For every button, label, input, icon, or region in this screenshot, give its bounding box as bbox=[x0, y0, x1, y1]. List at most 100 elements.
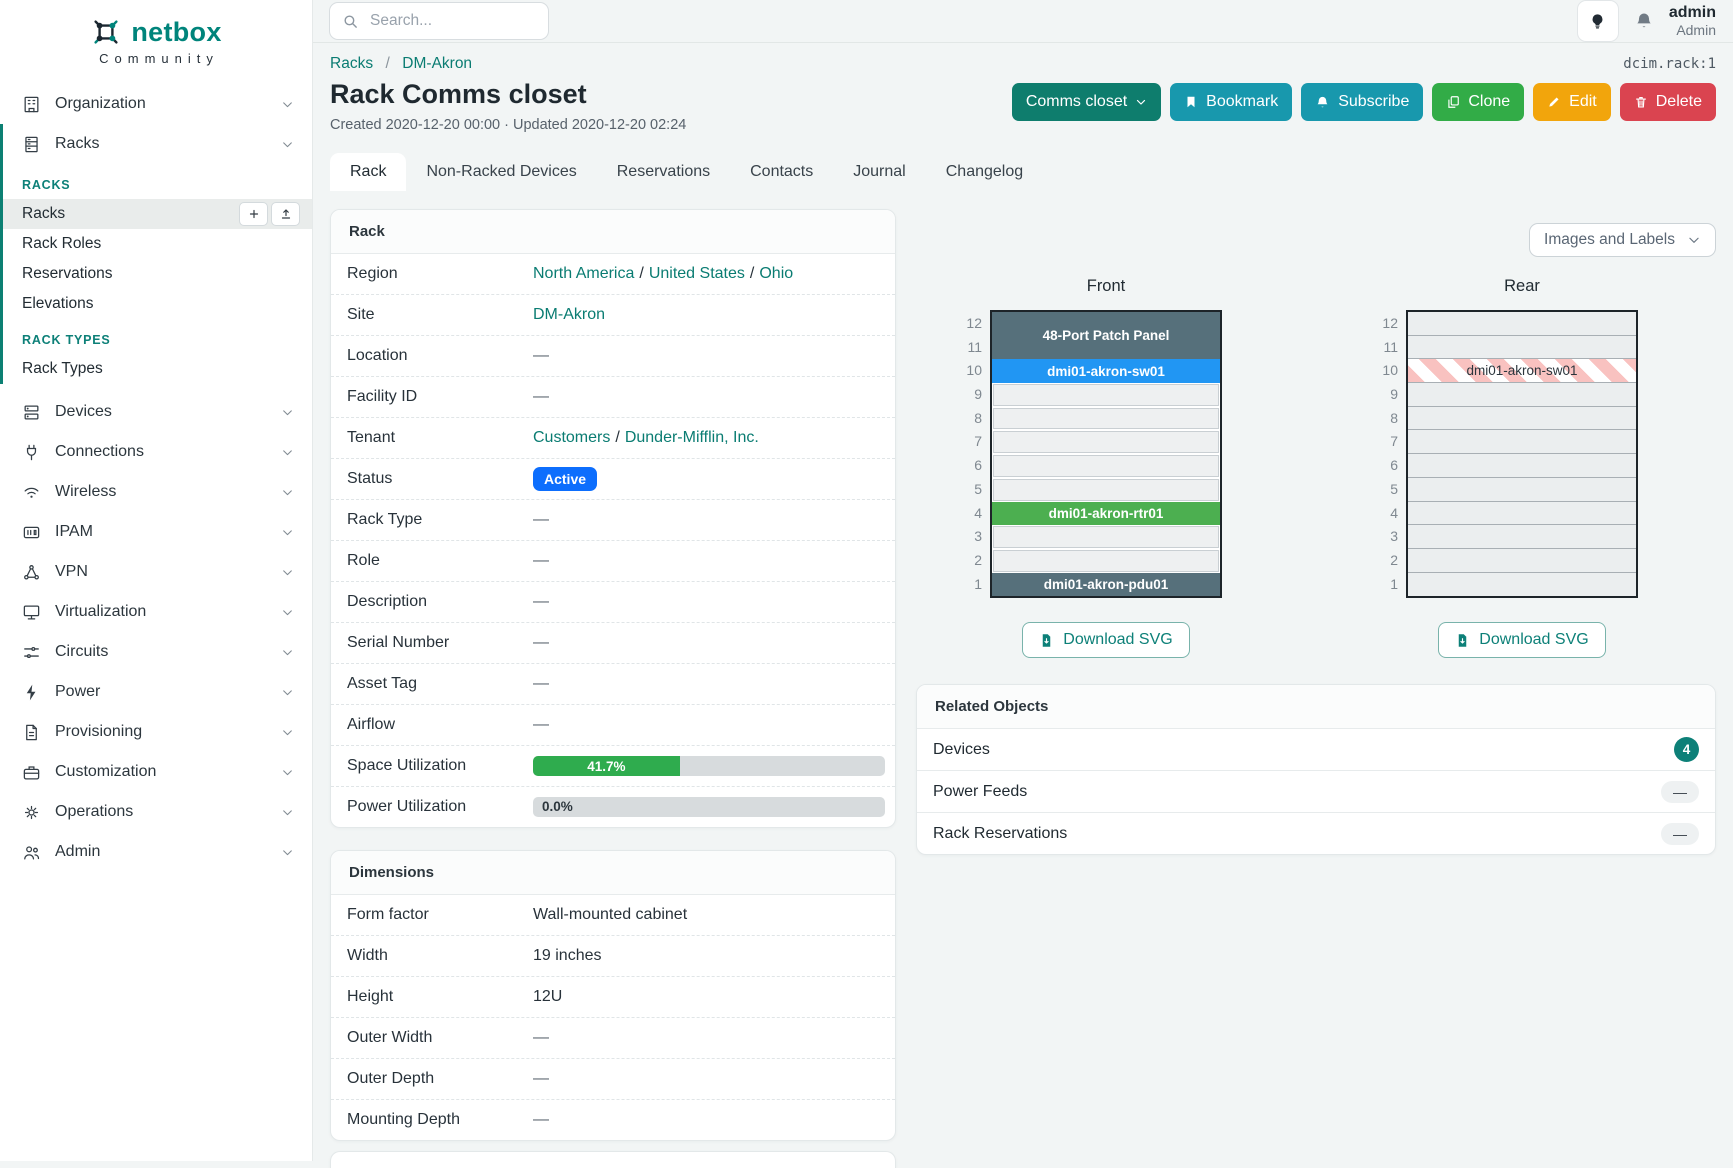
netbox-logo[interactable]: netbox bbox=[0, 16, 312, 48]
rack-reservations-count-badge: — bbox=[1661, 822, 1699, 845]
sidebar-item-rack-roles[interactable]: Rack Roles bbox=[22, 235, 102, 252]
empty-unit bbox=[1408, 406, 1636, 431]
tenant-link[interactable]: Dunder-Mifflin, Inc. bbox=[624, 429, 759, 446]
tab-changelog[interactable]: Changelog bbox=[945, 163, 1024, 180]
empty-unit bbox=[993, 478, 1219, 501]
bell-icon bbox=[1634, 11, 1654, 31]
rear-rack-frame: dmi01-akron-sw01 bbox=[1406, 310, 1638, 599]
sidebar-item-racks-group[interactable]: Racks bbox=[3, 124, 312, 164]
search-icon bbox=[342, 13, 359, 30]
related-row-devices[interactable]: Devices 4 bbox=[917, 729, 1715, 772]
breadcrumb-racks-link[interactable]: Racks bbox=[330, 55, 374, 72]
breadcrumb-site-link[interactable]: DM-Akron bbox=[402, 55, 473, 72]
sidebar-item-connections[interactable]: Connections bbox=[0, 432, 312, 472]
sidebar-item-provisioning[interactable]: Provisioning bbox=[0, 712, 312, 752]
sidebar-item-label: Organization bbox=[55, 95, 146, 112]
network-nodes-icon bbox=[22, 563, 41, 582]
plug-icon bbox=[22, 443, 41, 462]
row-description: Description — bbox=[331, 582, 895, 623]
region-link[interactable]: North America bbox=[533, 265, 635, 282]
sidebar-item-virtualization[interactable]: Virtualization bbox=[0, 592, 312, 632]
device-switch-rear[interactable]: dmi01-akron-sw01 bbox=[1408, 359, 1636, 384]
sidebar-item-organization[interactable]: Organization bbox=[0, 84, 312, 124]
empty-unit bbox=[993, 549, 1219, 572]
row-facility-id: Facility ID — bbox=[331, 377, 895, 418]
import-button[interactable] bbox=[271, 202, 300, 226]
sidebar-item-reservations[interactable]: Reservations bbox=[22, 265, 113, 282]
next-panel-stub bbox=[330, 1151, 896, 1168]
status-badge: Active bbox=[533, 467, 598, 491]
chevron-down-icon bbox=[281, 726, 294, 739]
sidebar-item-vpn[interactable]: VPN bbox=[0, 552, 312, 592]
breadcrumb: Racks / DM-Akron bbox=[330, 55, 473, 72]
device-router[interactable]: dmi01-akron-rtr01 bbox=[992, 501, 1220, 526]
empty-unit bbox=[1408, 501, 1636, 526]
row-site: Site DM-Akron bbox=[331, 295, 895, 336]
delete-button[interactable]: Delete bbox=[1619, 83, 1716, 121]
dimensions-panel-title: Dimensions bbox=[331, 851, 895, 895]
sidebar-item-admin[interactable]: Admin bbox=[0, 832, 312, 872]
device-switch[interactable]: dmi01-akron-sw01 bbox=[992, 359, 1220, 384]
sidebar-item-devices[interactable]: Devices bbox=[0, 392, 312, 432]
space-utilization-bar: 41.7% bbox=[533, 756, 885, 776]
power-feeds-count-badge: — bbox=[1661, 780, 1699, 803]
download-svg-rear-button[interactable]: Download SVG bbox=[1438, 622, 1606, 659]
rear-title: Rear bbox=[1504, 277, 1540, 295]
sidebar-group-racks: Racks RACKS Racks Rack Roles Reserva bbox=[0, 124, 312, 384]
sidebar-item-operations[interactable]: Operations bbox=[0, 792, 312, 832]
sidebar-item-wireless[interactable]: Wireless bbox=[0, 472, 312, 512]
sidebar-item-circuits[interactable]: Circuits bbox=[0, 632, 312, 672]
tab-non-racked-devices[interactable]: Non-Racked Devices bbox=[426, 163, 577, 180]
sidebar-item-power[interactable]: Power bbox=[0, 672, 312, 712]
tenant-group-link[interactable]: Customers bbox=[533, 429, 611, 446]
site-link[interactable]: DM-Akron bbox=[533, 306, 606, 323]
rack-icon bbox=[22, 135, 41, 154]
bookmark-button[interactable]: Bookmark bbox=[1170, 83, 1293, 121]
row-mounting-depth: Mounting Depth — bbox=[347, 1111, 549, 1128]
tab-bar: Rack Non-Racked Devices Reservations Con… bbox=[330, 153, 1716, 191]
view-mode-select[interactable]: Images and Labels bbox=[1529, 223, 1716, 257]
add-button[interactable] bbox=[239, 202, 268, 226]
region-link[interactable]: United States bbox=[648, 265, 745, 282]
device-patch-panel[interactable]: 48-Port Patch Panel bbox=[992, 312, 1220, 360]
front-title: Front bbox=[1086, 277, 1126, 295]
related-row-rack-reservations[interactable]: Rack Reservations — bbox=[917, 813, 1715, 854]
empty-unit bbox=[993, 526, 1219, 548]
sidebar-item-customization[interactable]: Customization bbox=[0, 752, 312, 792]
row-role: Role — bbox=[331, 541, 895, 582]
tab-journal[interactable]: Journal bbox=[853, 163, 906, 180]
rename-dropdown-button[interactable]: Comms closet bbox=[1011, 83, 1162, 121]
subscribe-button[interactable]: Subscribe bbox=[1301, 83, 1424, 121]
theme-toggle-button[interactable] bbox=[1576, 0, 1619, 42]
tab-reservations[interactable]: Reservations bbox=[616, 163, 711, 180]
action-buttons: Comms closet Bookmark Subscribe Clone bbox=[1011, 83, 1716, 121]
tab-rack[interactable]: Rack bbox=[330, 153, 407, 191]
copy-icon bbox=[1446, 95, 1460, 109]
tab-contacts[interactable]: Contacts bbox=[750, 163, 814, 180]
document-icon bbox=[22, 723, 41, 742]
devices-count-badge: 4 bbox=[1674, 737, 1699, 763]
related-row-power-feeds[interactable]: Power Feeds — bbox=[917, 771, 1715, 814]
power-utilization-bar: 0.0% bbox=[533, 797, 885, 817]
clone-button[interactable]: Clone bbox=[1432, 83, 1525, 121]
chevron-down-icon bbox=[281, 406, 294, 419]
bookmark-icon bbox=[1184, 95, 1198, 109]
download-svg-front-button[interactable]: Download SVG bbox=[1022, 622, 1190, 659]
user-menu[interactable]: admin Admin bbox=[1669, 4, 1716, 38]
notifications-button[interactable] bbox=[1634, 11, 1654, 31]
row-space-utilization: Space Utilization 41.7% bbox=[331, 746, 895, 787]
page-content: Racks / DM-Akron dcim.rack:1 Rack Comms … bbox=[313, 43, 1733, 1168]
search-input[interactable] bbox=[368, 11, 536, 31]
chevron-down-icon bbox=[281, 486, 294, 499]
sidebar-item-racks[interactable]: Racks bbox=[3, 199, 312, 229]
edit-button[interactable]: Edit bbox=[1533, 83, 1611, 121]
page-title: Rack Comms closet bbox=[330, 79, 587, 109]
chevron-down-icon bbox=[281, 446, 294, 459]
region-link[interactable]: Ohio bbox=[759, 265, 794, 282]
chevron-down-icon bbox=[281, 846, 294, 859]
sidebar-item-elevations[interactable]: Elevations bbox=[22, 295, 94, 312]
sidebar-item-rack-types[interactable]: Rack Types bbox=[22, 360, 103, 377]
sidebar-item-ipam[interactable]: IPAM bbox=[0, 512, 312, 552]
device-pdu[interactable]: dmi01-akron-pdu01 bbox=[992, 572, 1220, 597]
